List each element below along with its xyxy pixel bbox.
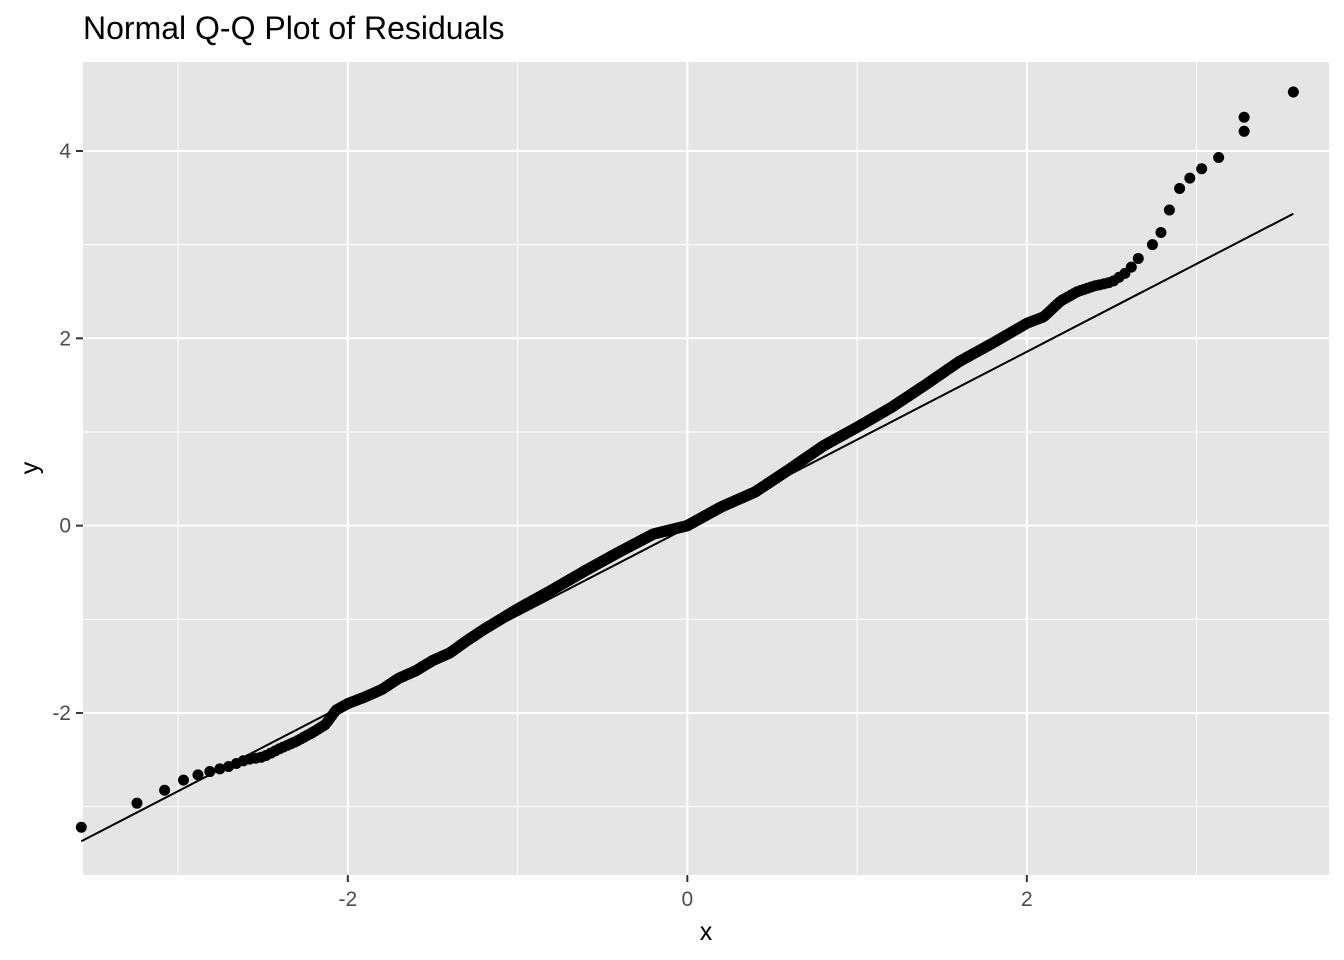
- x-tick-label: 0: [681, 888, 693, 911]
- data-point: [1213, 152, 1225, 164]
- data-point: [1287, 86, 1299, 98]
- data-point: [204, 766, 216, 778]
- grid-major: [83, 62, 1329, 875]
- data-point: [1155, 226, 1167, 238]
- grid-minor: [83, 62, 1329, 875]
- x-tick-label: -2: [338, 888, 357, 911]
- data-point: [1184, 172, 1196, 184]
- data-point: [1132, 252, 1144, 264]
- data-point: [214, 763, 226, 775]
- data-point: [1238, 111, 1250, 123]
- data-point: [1163, 204, 1175, 216]
- y-axis-title: y: [16, 461, 44, 474]
- y-tick-label: -2: [52, 702, 71, 725]
- x-tick-label: 2: [1021, 888, 1033, 911]
- data-points: [75, 86, 1299, 833]
- data-point: [1146, 239, 1158, 251]
- y-tick-label: 2: [59, 327, 71, 350]
- data-point: [1238, 125, 1250, 137]
- y-axis-ticks: -2 0 2 4: [52, 140, 83, 725]
- data-point: [75, 821, 87, 833]
- data-point: [1196, 163, 1208, 175]
- chart-title: Normal Q-Q Plot of Residuals: [83, 10, 504, 46]
- data-point: [192, 769, 204, 781]
- data-point: [131, 797, 143, 809]
- data-point: [177, 774, 189, 786]
- x-axis-ticks: -2 0 2: [338, 875, 1033, 911]
- y-tick-label: 0: [59, 515, 71, 538]
- data-point: [1174, 182, 1186, 194]
- data-point: [159, 784, 171, 796]
- y-tick-label: 4: [59, 140, 71, 163]
- x-axis-title: x: [700, 918, 713, 946]
- data-point: [1125, 261, 1137, 273]
